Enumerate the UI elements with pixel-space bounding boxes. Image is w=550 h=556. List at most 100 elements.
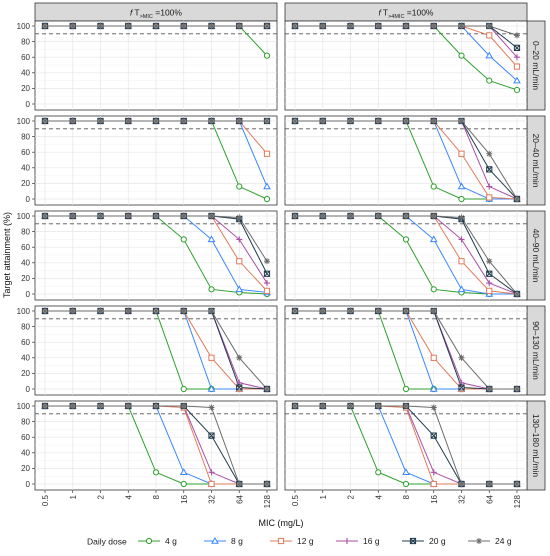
data-point-4g: [458, 52, 465, 59]
y-tick-label: 20: [21, 274, 30, 283]
data-point-24g: [375, 23, 382, 29]
y-tick-label: 80: [21, 227, 30, 236]
y-tick-label: 60: [21, 433, 30, 442]
y-tick-label: 20: [21, 369, 30, 378]
data-point-24g: [125, 118, 132, 124]
data-point-12g: [486, 194, 493, 201]
legend-item-label: 8 g: [231, 536, 243, 546]
column-strips: f T>MIC =100% f T>4MIC =100%: [34, 2, 528, 22]
data-point-24g: [514, 386, 520, 392]
data-point-4g: [513, 86, 521, 94]
data-point-24g: [236, 214, 243, 221]
data-point-4g: [180, 236, 187, 243]
data-point-24g: [236, 354, 243, 361]
data-point-24g: [458, 481, 465, 487]
data-point-24g: [403, 213, 409, 219]
data-point-24g: [236, 481, 243, 487]
data-point-24g: [153, 213, 159, 219]
data-point-4g: [208, 286, 215, 293]
data-point-24g: [180, 308, 187, 314]
x-tick-label: 128: [513, 494, 522, 508]
data-point-24g: [430, 118, 437, 124]
legend-item-20g: 20 g: [402, 536, 446, 546]
legend-key-marker: [145, 537, 153, 545]
data-point-20g: [486, 166, 493, 173]
data-point-24g: [319, 23, 326, 29]
x-tick-label: 8: [152, 494, 161, 499]
data-point-24g: [42, 213, 48, 219]
row-strip-5-label: 130–180 mL/min: [531, 414, 541, 478]
data-point-24g: [514, 481, 520, 487]
data-point-20g: [208, 432, 215, 439]
panel-r4-c2: [284, 305, 528, 396]
data-point-24g: [69, 118, 76, 124]
data-point-20g: [263, 270, 271, 277]
x-tick-label: 32: [208, 494, 217, 503]
data-point-24g: [375, 118, 382, 124]
legend-item-12g: 12 g: [270, 536, 314, 546]
data-point-16g: [514, 54, 520, 61]
data-point-4g: [152, 469, 160, 476]
data-point-24g: [208, 404, 215, 411]
data-point-12g: [458, 258, 465, 265]
y-tick-label: 0: [26, 100, 31, 109]
y-tick-label: 100: [17, 212, 31, 221]
data-point-8g: [485, 51, 494, 59]
data-point-8g: [235, 285, 244, 293]
y-tick-label: 100: [17, 402, 31, 411]
data-point-12g: [208, 480, 215, 488]
data-point-24g: [458, 354, 465, 361]
data-point-24g: [208, 308, 215, 314]
data-point-24g: [375, 213, 382, 219]
data-point-4g: [402, 236, 410, 243]
panel-r1-c1: [34, 20, 278, 111]
data-point-4g: [236, 183, 243, 190]
data-point-24g: [430, 23, 437, 29]
data-point-24g: [236, 118, 243, 124]
data-point-4g: [180, 480, 187, 488]
data-point-24g: [514, 32, 520, 39]
data-point-24g: [347, 118, 354, 124]
data-point-8g: [457, 285, 466, 293]
data-point-12g: [513, 63, 521, 70]
y-axis-title: Target attainment (%): [2, 212, 12, 298]
y-tick-label: 60: [21, 148, 30, 157]
x-tick-label: 4: [124, 494, 133, 499]
legend-item-label: 4 g: [165, 536, 177, 546]
data-point-24g: [319, 308, 326, 314]
data-point-24g: [125, 23, 132, 29]
y-tick-label: 100: [17, 307, 31, 316]
data-point-8g: [207, 235, 216, 243]
data-point-24g: [97, 403, 104, 409]
data-point-24g: [292, 23, 298, 29]
column-strip-2-label: f T>4MIC =100%: [378, 8, 433, 21]
data-point-12g: [263, 287, 271, 294]
y-tick-label: 40: [21, 259, 30, 268]
data-point-24g: [347, 23, 354, 29]
x-tick-label: 16: [180, 494, 189, 503]
data-point-12g: [486, 287, 493, 294]
panel-r2-c1: [34, 115, 278, 206]
data-point-24g: [319, 403, 326, 409]
data-point-4g: [402, 480, 410, 488]
x-tick-label: 0.5: [291, 494, 300, 506]
data-point-24g: [292, 403, 298, 409]
legend-item-4g: 4 g: [138, 536, 177, 546]
data-point-24g: [375, 308, 382, 314]
data-point-4g: [180, 385, 187, 393]
data-point-24g: [125, 308, 132, 314]
y-tick-label: 100: [17, 117, 31, 126]
data-point-24g: [42, 403, 48, 409]
data-point-4g: [430, 286, 437, 293]
data-point-24g: [180, 213, 187, 219]
data-point-16g: [208, 469, 215, 476]
data-point-4g: [263, 195, 271, 203]
data-point-20g: [458, 384, 465, 391]
data-point-24g: [180, 23, 187, 29]
panel-r5-c2: [284, 400, 528, 491]
row-strip-4-label: 90–130 mL/min: [531, 321, 541, 380]
data-point-24g: [319, 118, 326, 124]
x-tick-label: 1: [319, 494, 328, 499]
data-point-8g: [429, 384, 438, 392]
